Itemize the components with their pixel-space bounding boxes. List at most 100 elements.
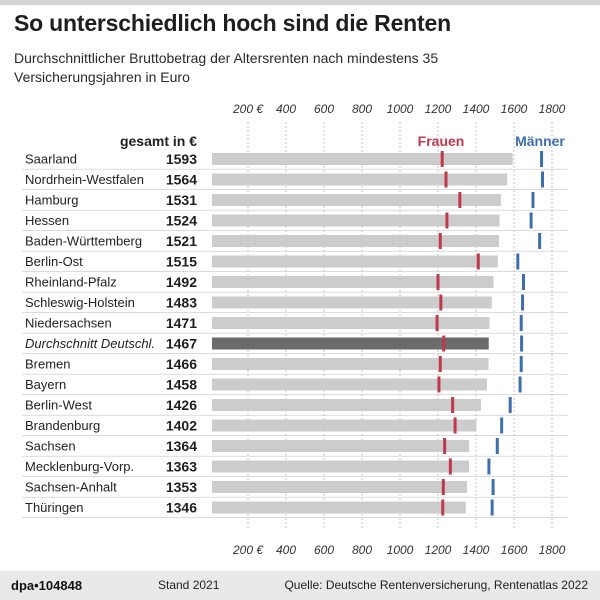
men-marker <box>519 356 523 372</box>
tick-label-top: 400 <box>276 102 296 116</box>
row-value: 1363 <box>166 459 197 475</box>
women-marker <box>444 171 448 188</box>
row-name: Mecklenburg-Vorp. <box>25 459 134 474</box>
row-value: 1346 <box>166 500 197 516</box>
row-name: Durchschnitt Deutschl. <box>25 336 155 351</box>
agency-id: dpa•104848 <box>11 578 83 593</box>
women-marker <box>445 212 449 229</box>
tick-label-top: 200 € <box>232 102 264 116</box>
row-labels: Saarland 1593 Nordrhein-Westfalen 1564 Hambu… <box>22 151 568 519</box>
women-marker <box>438 233 442 249</box>
men-marker <box>522 274 525 290</box>
row-value: 1521 <box>166 233 197 249</box>
row-name: Rheinland-Pfalz <box>25 275 117 290</box>
tick-label-top: 1400 <box>463 102 490 116</box>
men-marker <box>495 438 499 454</box>
value-header: gesamt in € <box>120 133 197 149</box>
bar <box>212 481 468 493</box>
tick-label-bottom: 1600 <box>501 543 528 557</box>
men-marker <box>541 171 544 188</box>
row-value: 1564 <box>166 172 197 188</box>
gender-markers <box>435 151 544 516</box>
tick-label-top: 600 <box>314 102 334 116</box>
tick-label-bottom: 200 € <box>232 543 264 557</box>
stand-date: Stand 2021 <box>158 578 220 592</box>
row-name: Baden-Württemberg <box>25 234 142 249</box>
row-name: Berlin-Ost <box>25 254 83 269</box>
bar <box>212 214 500 227</box>
women-marker <box>448 458 452 475</box>
men-marker <box>500 417 504 434</box>
row-name: Thüringen <box>25 500 84 515</box>
bar <box>212 153 513 165</box>
men-marker <box>518 376 522 393</box>
chart-subtitle: Durchschnittlicher Bruttobetrag der Alte… <box>14 50 439 85</box>
bar <box>212 419 477 432</box>
row-value: 1524 <box>166 213 197 229</box>
bar <box>212 501 466 514</box>
women-marker <box>442 335 446 352</box>
tick-label-top: 800 <box>352 102 372 116</box>
men-marker <box>487 458 491 475</box>
bar <box>212 399 481 411</box>
men-marker <box>490 499 494 516</box>
chart-title: So unterschiedlich hoch sind die Renten <box>14 10 451 36</box>
women-marker <box>438 356 442 372</box>
row-value: 1492 <box>166 274 197 290</box>
women-marker <box>437 376 441 393</box>
row-value: 1458 <box>166 377 197 393</box>
top-rule <box>0 0 600 5</box>
legend-men: Männer <box>515 133 565 149</box>
men-marker <box>538 233 542 249</box>
row-value: 1467 <box>166 336 197 352</box>
tick-label-bottom: 800 <box>352 543 372 557</box>
bar <box>212 296 492 309</box>
row-name: Bremen <box>25 357 71 372</box>
row-value: 1593 <box>166 151 197 167</box>
row-name: Bayern <box>25 377 66 392</box>
row-name: Schleswig-Holstein <box>25 295 135 310</box>
tick-label-bottom: 1800 <box>539 543 566 557</box>
women-marker <box>435 315 439 331</box>
tick-label-bottom: 1400 <box>463 543 490 557</box>
women-marker <box>439 294 443 311</box>
legend-women: Frauen <box>418 133 465 149</box>
bar-chart: Saarland 1593 Nordrhein-Westfalen 1564 Hambu… <box>22 102 568 557</box>
men-marker <box>508 397 512 413</box>
bar <box>212 173 508 186</box>
women-marker <box>441 499 445 516</box>
source-note: Quelle: Deutsche Rentenversicherung, Ren… <box>284 578 588 592</box>
row-value: 1531 <box>166 192 197 208</box>
row-value: 1515 <box>166 254 197 270</box>
women-marker <box>453 417 457 434</box>
row-value: 1471 <box>166 315 197 331</box>
men-marker <box>520 335 524 352</box>
row-value: 1402 <box>166 418 197 434</box>
women-marker <box>458 192 462 208</box>
tick-label-bottom: 400 <box>276 543 296 557</box>
bar <box>212 235 499 247</box>
row-name: Niedersachsen <box>25 316 112 331</box>
row-value: 1426 <box>166 397 197 413</box>
tick-label-bottom: 1200 <box>425 543 452 557</box>
bar <box>212 276 494 288</box>
men-marker <box>491 479 495 495</box>
row-value: 1466 <box>166 356 197 372</box>
tick-label-top: 1000 <box>387 102 414 116</box>
bar <box>212 194 501 206</box>
bar <box>212 317 490 329</box>
women-marker <box>436 274 440 290</box>
row-name: Sachsen <box>25 439 76 454</box>
row-value: 1353 <box>166 479 197 495</box>
bar <box>212 440 470 452</box>
row-name: Sachsen-Anhalt <box>25 480 117 495</box>
tick-label-top: 1200 <box>425 102 452 116</box>
row-name: Nordrhein-Westfalen <box>25 172 144 187</box>
bar <box>212 460 469 473</box>
men-marker <box>516 253 520 270</box>
tick-label-top: 1600 <box>501 102 528 116</box>
tick-label-top: 1800 <box>539 102 566 116</box>
tick-label-bottom: 600 <box>314 543 334 557</box>
tick-label-bottom: 1000 <box>387 543 414 557</box>
bar <box>212 378 488 391</box>
